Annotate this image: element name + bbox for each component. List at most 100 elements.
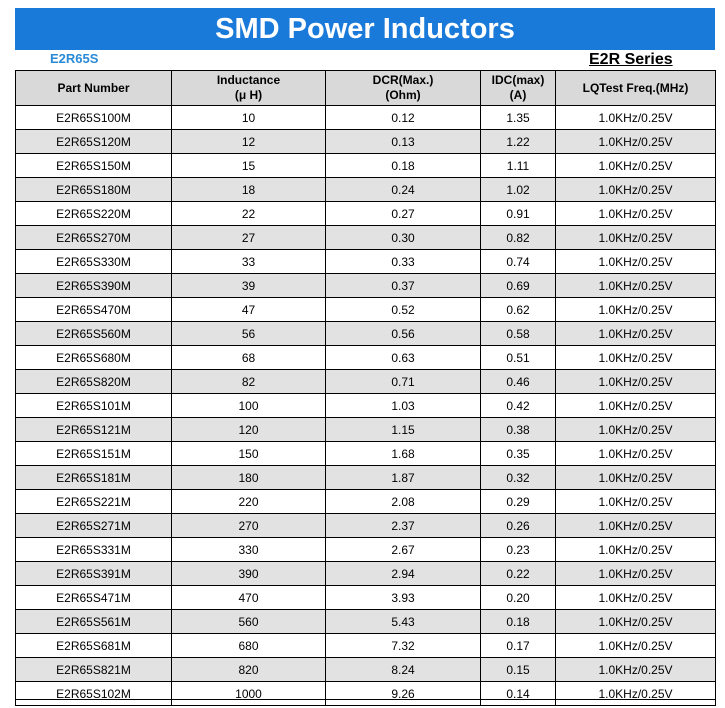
cell-dcr: 0.37 xyxy=(325,273,481,298)
cell-inductance: 100 xyxy=(171,393,326,418)
cell-part-number: E2R65S181M xyxy=(15,465,172,490)
cell-inductance: 82 xyxy=(171,369,326,394)
cell-inductance: 56 xyxy=(171,321,326,346)
cell-dcr: 8.24 xyxy=(325,657,481,682)
cell-part-number: E2R65S151M xyxy=(15,441,172,466)
table-row: E2R65S150M 15 0.18 1.11 1.0KHz/0.25V xyxy=(15,153,716,178)
cell-inductance: 47 xyxy=(171,297,326,322)
cell-part-number: E2R65S271M xyxy=(15,513,172,538)
cell-idc: 0.14 xyxy=(480,681,556,706)
cell-dcr: 0.12 xyxy=(325,105,481,130)
cell-part-number: E2R65S391M xyxy=(15,561,172,586)
cell-test-freq: 1.0KHz/0.25V xyxy=(555,513,716,538)
cell-test-freq: 1.0KHz/0.25V xyxy=(555,177,716,202)
table-row: E2R65S221M 220 2.08 0.29 1.0KHz/0.25V xyxy=(15,489,716,514)
cell-idc: 0.17 xyxy=(480,633,556,658)
cell-inductance: 330 xyxy=(171,537,326,562)
cell-part-number: E2R65S101M xyxy=(15,393,172,418)
cell-test-freq: 1.0KHz/0.25V xyxy=(555,393,716,418)
cell-part-number: E2R65S100M xyxy=(15,105,172,130)
cell-test-freq: 1.0KHz/0.25V xyxy=(555,129,716,154)
cell-dcr: 1.03 xyxy=(325,393,481,418)
table-row: E2R65S821M 820 8.24 0.15 1.0KHz/0.25V xyxy=(15,657,716,682)
cell-test-freq: 1.0KHz/0.25V xyxy=(555,489,716,514)
cell-part-number: E2R65S681M xyxy=(15,633,172,658)
header-inductance: Inductance (μ H) xyxy=(171,70,326,106)
cell-idc: 0.82 xyxy=(480,225,556,250)
cell-part-number: E2R65S180M xyxy=(15,177,172,202)
page-title-banner: SMD Power Inductors xyxy=(15,8,715,50)
table-row: E2R65S681M 680 7.32 0.17 1.0KHz/0.25V xyxy=(15,633,716,658)
cell-part-number: E2R65S470M xyxy=(15,297,172,322)
cell-idc: 1.22 xyxy=(480,129,556,154)
model-code: E2R65S xyxy=(50,51,99,66)
table-header-row: Part Number Inductance (μ H) DCR(Max.) (Oh… xyxy=(15,70,716,106)
cell-part-number: E2R65S820M xyxy=(15,369,172,394)
cell-part-number: E2R65S270M xyxy=(15,225,172,250)
cell-inductance: 15 xyxy=(171,153,326,178)
cell-idc: 0.32 xyxy=(480,465,556,490)
cell-idc: 0.26 xyxy=(480,513,556,538)
cell-idc: 0.38 xyxy=(480,417,556,442)
cell-dcr: 2.94 xyxy=(325,561,481,586)
cell-dcr: 2.37 xyxy=(325,513,481,538)
cell-test-freq: 1.0KHz/0.25V xyxy=(555,345,716,370)
cell-idc: 1.35 xyxy=(480,105,556,130)
cell-inductance: 18 xyxy=(171,177,326,202)
cell-inductance: 33 xyxy=(171,249,326,274)
cell-idc: 0.23 xyxy=(480,537,556,562)
table-row: E2R65S391M 390 2.94 0.22 1.0KHz/0.25V xyxy=(15,561,716,586)
cell-idc: 0.18 xyxy=(480,609,556,634)
cell-test-freq: 1.0KHz/0.25V xyxy=(555,657,716,682)
cell-test-freq: 1.0KHz/0.25V xyxy=(555,321,716,346)
cell-dcr: 0.18 xyxy=(325,153,481,178)
cell-inductance: 680 xyxy=(171,633,326,658)
table-row: E2R65S101M 100 1.03 0.42 1.0KHz/0.25V xyxy=(15,393,716,418)
cell-part-number: E2R65S561M xyxy=(15,609,172,634)
cell-part-number: E2R65S331M xyxy=(15,537,172,562)
series-label: E2R Series xyxy=(589,51,673,68)
cell-dcr: 5.43 xyxy=(325,609,481,634)
cell-test-freq: 1.0KHz/0.25V xyxy=(555,681,716,706)
cell-part-number: E2R65S560M xyxy=(15,321,172,346)
cell-idc: 0.46 xyxy=(480,369,556,394)
cell-dcr: 9.26 xyxy=(325,681,481,706)
cell-part-number: E2R65S120M xyxy=(15,129,172,154)
cell-test-freq: 1.0KHz/0.25V xyxy=(555,201,716,226)
table-row: E2R65S560M 56 0.56 0.58 1.0KHz/0.25V xyxy=(15,321,716,346)
cell-inductance: 39 xyxy=(171,273,326,298)
cell-inductance: 390 xyxy=(171,561,326,586)
cell-idc: 0.15 xyxy=(480,657,556,682)
cell-dcr: 7.32 xyxy=(325,633,481,658)
cell-inductance: 470 xyxy=(171,585,326,610)
cell-dcr: 3.93 xyxy=(325,585,481,610)
header-dcr: DCR(Max.) (Ohm) xyxy=(325,70,481,106)
cell-part-number: E2R65S102M xyxy=(15,681,172,706)
cell-inductance: 180 xyxy=(171,465,326,490)
cell-idc: 0.42 xyxy=(480,393,556,418)
table-row: E2R65S680M 68 0.63 0.51 1.0KHz/0.25V xyxy=(15,345,716,370)
table-row: E2R65S561M 560 5.43 0.18 1.0KHz/0.25V xyxy=(15,609,716,634)
cell-inductance: 10 xyxy=(171,105,326,130)
cell-idc: 0.58 xyxy=(480,321,556,346)
cell-inductance: 560 xyxy=(171,609,326,634)
table-row: E2R65S331M 330 2.67 0.23 1.0KHz/0.25V xyxy=(15,537,716,562)
header-idc: IDC(max) (A) xyxy=(480,70,556,106)
bottom-rule xyxy=(15,699,715,700)
cell-test-freq: 1.0KHz/0.25V xyxy=(555,417,716,442)
cell-inductance: 27 xyxy=(171,225,326,250)
table-row: E2R65S270M 27 0.30 0.82 1.0KHz/0.25V xyxy=(15,225,716,250)
inductor-spec-table: Part Number Inductance (μ H) DCR(Max.) (Oh… xyxy=(15,70,716,706)
cell-idc: 0.35 xyxy=(480,441,556,466)
table-row: E2R65S470M 47 0.52 0.62 1.0KHz/0.25V xyxy=(15,297,716,322)
cell-test-freq: 1.0KHz/0.25V xyxy=(555,369,716,394)
cell-dcr: 0.52 xyxy=(325,297,481,322)
table-row: E2R65S102M 1000 9.26 0.14 1.0KHz/0.25V xyxy=(15,681,716,706)
table-row: E2R65S120M 12 0.13 1.22 1.0KHz/0.25V xyxy=(15,129,716,154)
page-title: SMD Power Inductors xyxy=(215,12,515,45)
cell-test-freq: 1.0KHz/0.25V xyxy=(555,561,716,586)
cell-dcr: 0.56 xyxy=(325,321,481,346)
cell-test-freq: 1.0KHz/0.25V xyxy=(555,105,716,130)
cell-idc: 0.69 xyxy=(480,273,556,298)
cell-inductance: 150 xyxy=(171,441,326,466)
